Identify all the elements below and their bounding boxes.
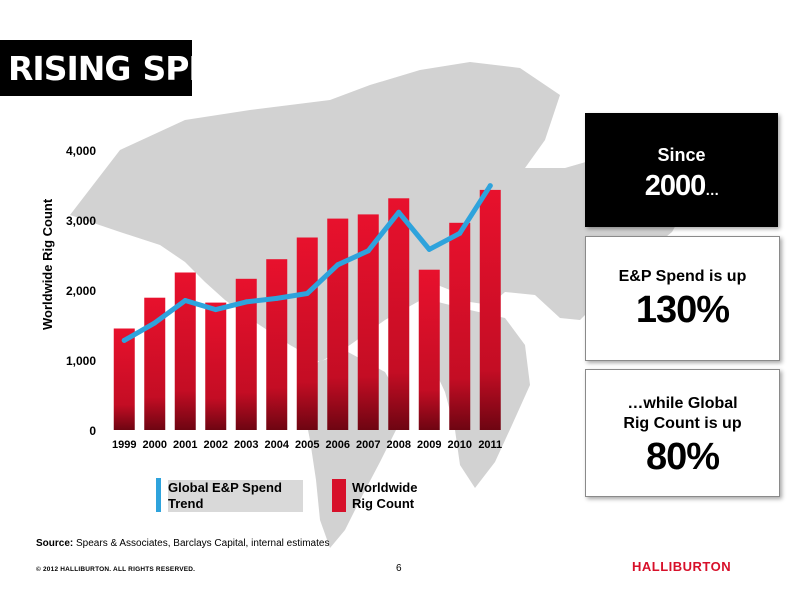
x-tick-label: 1999: [112, 439, 136, 451]
x-tick-label: 2002: [204, 439, 228, 451]
source-text: Spears & Associates, Barclays Capital, i…: [73, 538, 330, 549]
legend-line-label: Global E&P Spend Trend: [168, 480, 303, 512]
trend-point: [365, 248, 371, 254]
x-tick-label: 2007: [356, 439, 380, 451]
halliburton-logo: HALLIBURTON: [632, 559, 732, 574]
since-label: Since: [657, 145, 706, 165]
rig-count-bar: [296, 237, 318, 430]
x-tick-label: 2010: [448, 439, 472, 451]
x-tick-label: 2000: [143, 439, 167, 451]
rig-count-bar: [144, 297, 166, 430]
x-tick-label: 2008: [387, 439, 411, 451]
trend-point: [335, 262, 341, 268]
copyright-notice: © 2012 HALLIBURTON. ALL RIGHTS RESERVED.: [36, 566, 196, 573]
x-tick-label: 2006: [326, 439, 350, 451]
rig-count-bar: [327, 218, 349, 430]
rig-count-bar: [388, 198, 410, 430]
trend-point: [243, 299, 249, 305]
trend-point: [182, 298, 188, 303]
y-tick-label: 3,000: [66, 214, 96, 228]
source-note: Source: Spears & Associates, Barclays Ca…: [36, 538, 329, 549]
ep-spend-callout: E&P Spend is up 130%: [585, 236, 780, 361]
rig-count-label: …while Global Rig Count is up: [623, 395, 742, 432]
legend-bar-swatch: [332, 479, 346, 512]
trend-point: [396, 209, 402, 215]
y-tick-label: 1,000: [66, 354, 96, 368]
trend-point: [121, 337, 127, 343]
y-tick-label: 2,000: [66, 284, 96, 298]
x-tick-label: 2001: [173, 439, 197, 451]
source-label: Source:: [36, 538, 74, 549]
title-part-rising: RISING: [8, 48, 131, 88]
ep-spend-value: 130%: [635, 289, 730, 331]
rig-count-bar: [418, 269, 440, 430]
since-ellipsis: …: [705, 182, 719, 198]
since-2000-callout: Since 2000…: [585, 113, 778, 227]
slide-title: RISING SPEND: [0, 40, 264, 96]
rig-count-bar: [449, 222, 471, 430]
y-axis-label: Worldwide Rig Count: [40, 198, 55, 330]
x-tick-label: 2009: [417, 439, 441, 451]
x-tick-label: 2004: [265, 439, 290, 451]
trend-point: [457, 230, 463, 236]
trend-point: [152, 320, 158, 326]
trend-point: [487, 183, 493, 189]
rig-count-bar: [174, 272, 196, 430]
rig-count-bar: [357, 214, 379, 430]
rig-count-bar: [113, 328, 135, 430]
trend-point: [426, 246, 432, 252]
x-tick-label: 2003: [234, 439, 258, 451]
since-year: 2000: [644, 170, 707, 202]
x-tick-label: 2011: [478, 439, 502, 451]
rig-count-bar: [205, 302, 227, 430]
rig-count-bar: [235, 278, 257, 430]
x-tick-label: 2005: [295, 439, 319, 451]
y-tick-label: 0: [89, 424, 96, 438]
ep-spend-label: E&P Spend is up: [618, 268, 747, 285]
y-tick-label: 4,000: [66, 144, 96, 158]
trend-point: [304, 291, 310, 296]
trend-point: [213, 307, 219, 313]
title-part-spend: SPEND: [142, 48, 264, 88]
rig-count-callout: …while Global Rig Count is up 80%: [585, 369, 780, 497]
legend-bar-label: Worldwide Rig Count: [352, 480, 418, 511]
page-number: 6: [396, 563, 402, 574]
rig-count-bar: [479, 189, 501, 430]
trend-point: [274, 295, 280, 301]
legend-line-swatch: [156, 478, 161, 512]
rig-count-bar: [266, 259, 288, 430]
rig-count-value: 80%: [645, 436, 720, 478]
